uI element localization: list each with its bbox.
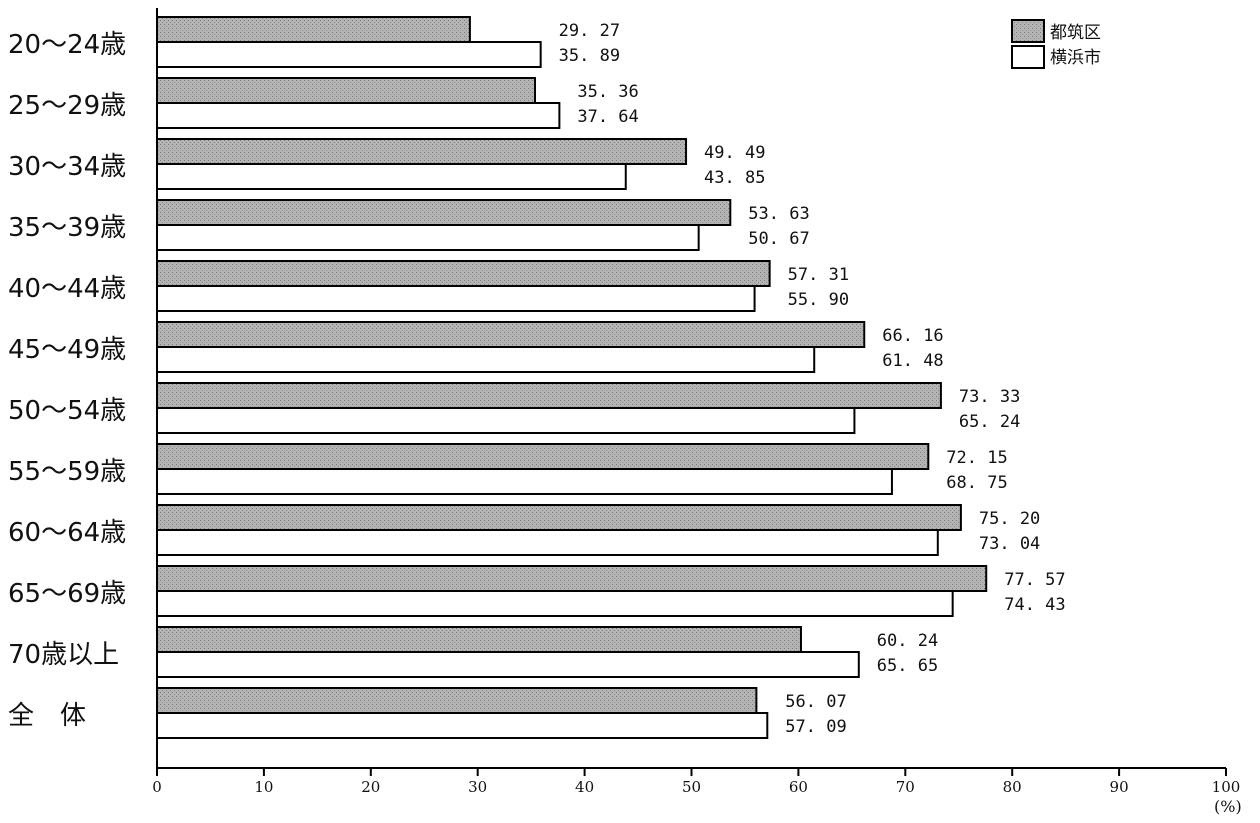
value-label-series-1: 37. 64 <box>577 107 638 127</box>
value-label-series-0: 29. 27 <box>559 21 620 41</box>
x-tick-label: 0 <box>152 778 162 796</box>
bar-series-1 <box>157 347 814 372</box>
legend-swatch-series-1 <box>1012 46 1044 68</box>
bar-series-0 <box>157 261 770 286</box>
bar-series-1 <box>157 530 938 555</box>
value-label-series-0: 77. 57 <box>1004 570 1065 590</box>
bar-series-1 <box>157 591 953 616</box>
bar-series-0 <box>157 383 941 408</box>
bar-series-1 <box>157 42 541 67</box>
value-label-series-0: 66. 16 <box>882 326 943 346</box>
category-label: 25〜29歳 <box>8 91 126 121</box>
x-tick-label: 10 <box>254 778 273 796</box>
x-tick-label: 50 <box>682 778 701 796</box>
value-label-series-1: 65. 65 <box>877 656 938 676</box>
x-tick-label: 100 <box>1212 778 1241 796</box>
category-label: 30〜34歳 <box>8 152 126 182</box>
x-tick-label: 90 <box>1110 778 1129 796</box>
bar-series-0 <box>157 17 470 42</box>
x-tick-label: 20 <box>361 778 380 796</box>
value-label-series-1: 43. 85 <box>704 168 765 188</box>
value-label-series-1: 73. 04 <box>979 534 1040 554</box>
value-label-series-0: 60. 24 <box>877 631 938 651</box>
x-tick-label: 70 <box>896 778 915 796</box>
bar-series-0 <box>157 505 961 530</box>
legend-swatch-series-0 <box>1012 20 1044 42</box>
category-label: 65〜69歳 <box>8 579 126 609</box>
x-ticks-group: 0 10 20 30 40 50 60 70 80 90 100 <box>152 768 1240 796</box>
bar-series-0 <box>157 78 535 103</box>
value-label-series-0: 35. 36 <box>577 82 638 102</box>
legend-label-series-1: 横浜市 <box>1050 48 1101 68</box>
value-label-series-1: 74. 43 <box>1004 595 1065 615</box>
bar-series-1 <box>157 103 559 128</box>
value-label-series-0: 75. 20 <box>979 509 1040 529</box>
value-label-series-1: 55. 90 <box>788 290 849 310</box>
bar-series-1 <box>157 652 859 677</box>
x-tick-label: 30 <box>468 778 487 796</box>
bar-series-0 <box>157 688 756 713</box>
bar-series-1 <box>157 469 892 494</box>
x-tick-label: 40 <box>575 778 594 796</box>
category-label: 55〜59歳 <box>8 457 126 487</box>
bar-series-1 <box>157 225 699 250</box>
legend-label-series-0: 都筑区 <box>1050 23 1101 43</box>
bar-series-1 <box>157 408 854 433</box>
category-label: 40〜44歳 <box>8 274 126 304</box>
x-tick-label: 60 <box>789 778 808 796</box>
category-label: 35〜39歳 <box>8 213 126 243</box>
value-label-series-0: 72. 15 <box>946 448 1007 468</box>
value-label-series-1: 68. 75 <box>946 473 1007 493</box>
category-label: 60〜64歳 <box>8 518 126 548</box>
value-label-series-0: 53. 63 <box>748 204 809 224</box>
bar-series-0 <box>157 322 864 347</box>
value-label-series-1: 61. 48 <box>882 351 943 371</box>
value-label-series-1: 35. 89 <box>559 46 620 66</box>
category-label: 全 体 <box>8 701 86 731</box>
value-label-series-0: 56. 07 <box>785 692 846 712</box>
category-label: 45〜49歳 <box>8 335 126 365</box>
bar-series-0 <box>157 627 801 652</box>
legend: 都筑区 横浜市 <box>1012 20 1101 68</box>
value-label-series-1: 50. 67 <box>748 229 809 249</box>
value-label-series-0: 73. 33 <box>959 387 1020 407</box>
bar-series-0 <box>157 200 730 225</box>
x-tick-label: 80 <box>1003 778 1022 796</box>
bars-group <box>157 17 986 738</box>
value-label-series-1: 57. 09 <box>785 717 846 737</box>
x-unit-label: (%) <box>1214 797 1242 816</box>
category-label: 20〜24歳 <box>8 30 126 60</box>
category-label: 70歳以上 <box>8 640 119 670</box>
bar-series-0 <box>157 444 928 469</box>
value-label-series-0: 57. 31 <box>788 265 849 285</box>
bar-series-0 <box>157 566 986 591</box>
value-label-series-1: 65. 24 <box>959 412 1020 432</box>
category-label: 50〜54歳 <box>8 396 126 426</box>
bar-series-1 <box>157 164 626 189</box>
bar-series-1 <box>157 286 755 311</box>
value-label-series-0: 49. 49 <box>704 143 765 163</box>
bar-series-1 <box>157 713 767 738</box>
bar-series-0 <box>157 139 686 164</box>
